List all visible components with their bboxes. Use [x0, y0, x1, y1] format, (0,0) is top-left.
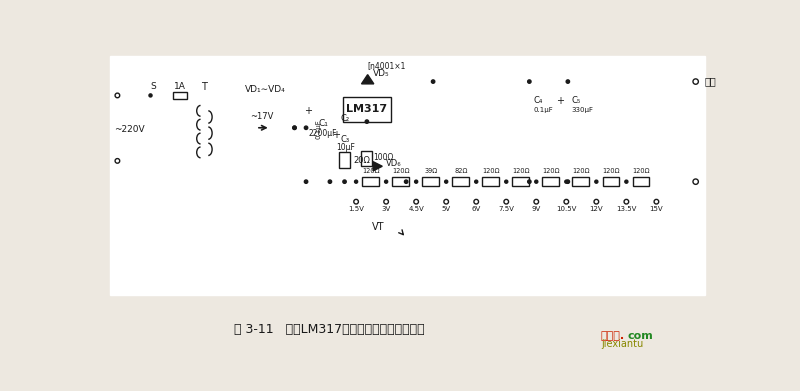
Circle shape: [405, 180, 408, 183]
Bar: [602, 177, 619, 186]
Circle shape: [565, 180, 568, 183]
Text: 20Ω: 20Ω: [353, 156, 370, 165]
Text: 6V: 6V: [471, 206, 481, 212]
Circle shape: [445, 180, 448, 183]
Text: 13.5V: 13.5V: [616, 206, 637, 212]
Bar: [422, 177, 439, 186]
Bar: [173, 91, 186, 99]
Text: 100Ω: 100Ω: [374, 152, 394, 161]
Text: 2200μF: 2200μF: [309, 129, 338, 138]
Bar: [482, 177, 499, 186]
Bar: [573, 177, 590, 186]
Text: T: T: [202, 82, 207, 92]
Circle shape: [474, 180, 478, 183]
Circle shape: [414, 180, 418, 183]
Circle shape: [366, 80, 370, 83]
Text: LM317: LM317: [346, 104, 387, 114]
Circle shape: [343, 180, 346, 183]
Text: S: S: [150, 83, 157, 91]
Bar: [633, 177, 650, 186]
Text: 5V: 5V: [442, 206, 450, 212]
Text: 7.5V: 7.5V: [498, 206, 514, 212]
Text: +: +: [332, 131, 340, 140]
Text: jiexiantu: jiexiantu: [601, 339, 643, 349]
Text: VD₁∼VD₄: VD₁∼VD₄: [245, 85, 286, 94]
Bar: [343, 97, 390, 122]
Circle shape: [293, 126, 296, 129]
Text: 4.5V: 4.5V: [408, 206, 424, 212]
Circle shape: [528, 180, 531, 183]
Text: 120Ω: 120Ω: [362, 168, 379, 174]
Text: 9V: 9V: [532, 206, 541, 212]
Bar: [542, 177, 559, 186]
Text: VT: VT: [372, 222, 385, 232]
Text: VD₅: VD₅: [373, 69, 390, 78]
Text: 12V: 12V: [590, 206, 603, 212]
Text: 1.5V: 1.5V: [348, 206, 364, 212]
Polygon shape: [362, 75, 374, 84]
Circle shape: [431, 80, 434, 83]
Text: 3V: 3V: [382, 206, 390, 212]
Circle shape: [328, 180, 332, 183]
Text: C₂: C₂: [341, 114, 350, 123]
Bar: [110, 56, 705, 295]
Text: 图 3-11   采用LM317构成的实用稳压电源电路: 图 3-11 采用LM317构成的实用稳压电源电路: [234, 323, 425, 336]
Text: C₃: C₃: [341, 135, 350, 144]
Text: C₄: C₄: [534, 96, 542, 105]
Text: com: com: [627, 331, 653, 341]
Text: 120Ω: 120Ω: [392, 168, 410, 174]
Circle shape: [534, 180, 538, 183]
Bar: [362, 151, 372, 166]
Text: ~17V: ~17V: [250, 113, 274, 122]
Text: 330μF: 330μF: [572, 107, 594, 113]
Text: 接线图.: 接线图.: [601, 331, 625, 341]
Text: 120Ω: 120Ω: [512, 168, 530, 174]
Text: 0.1μF: 0.1μF: [315, 119, 322, 139]
Text: 10.5V: 10.5V: [556, 206, 577, 212]
Polygon shape: [373, 161, 382, 171]
Text: 120Ω: 120Ω: [602, 168, 620, 174]
Circle shape: [528, 80, 531, 83]
Text: 120Ω: 120Ω: [572, 168, 590, 174]
Bar: [362, 177, 379, 186]
Text: 120Ω: 120Ω: [632, 168, 650, 174]
Text: 0.1μF: 0.1μF: [534, 107, 553, 113]
Text: 120Ω: 120Ω: [542, 168, 560, 174]
Bar: [392, 177, 410, 186]
Circle shape: [566, 80, 570, 83]
Text: ~220V: ~220V: [114, 125, 144, 134]
Circle shape: [595, 180, 598, 183]
Circle shape: [149, 94, 152, 97]
Text: C₅: C₅: [572, 96, 581, 105]
Circle shape: [293, 126, 296, 129]
Circle shape: [566, 180, 570, 183]
Text: C₁: C₁: [318, 119, 328, 128]
Circle shape: [505, 180, 508, 183]
Bar: [513, 177, 530, 186]
Text: 10μF: 10μF: [336, 143, 354, 152]
Text: 1A: 1A: [174, 83, 186, 91]
Text: 输出: 输出: [705, 77, 717, 86]
Text: +: +: [556, 96, 564, 106]
Text: 15V: 15V: [650, 206, 663, 212]
Bar: [452, 177, 470, 186]
Text: VD₆: VD₆: [386, 159, 402, 168]
Text: 39Ω: 39Ω: [424, 168, 438, 174]
Circle shape: [385, 180, 388, 183]
Text: +: +: [304, 106, 312, 116]
Circle shape: [304, 180, 308, 183]
Text: 120Ω: 120Ω: [482, 168, 499, 174]
Circle shape: [625, 180, 628, 183]
Bar: [339, 152, 350, 168]
Circle shape: [354, 180, 358, 183]
Text: 82Ω: 82Ω: [454, 168, 467, 174]
Circle shape: [365, 120, 369, 123]
Text: [n4001×1: [n4001×1: [368, 61, 406, 70]
Circle shape: [304, 126, 308, 129]
